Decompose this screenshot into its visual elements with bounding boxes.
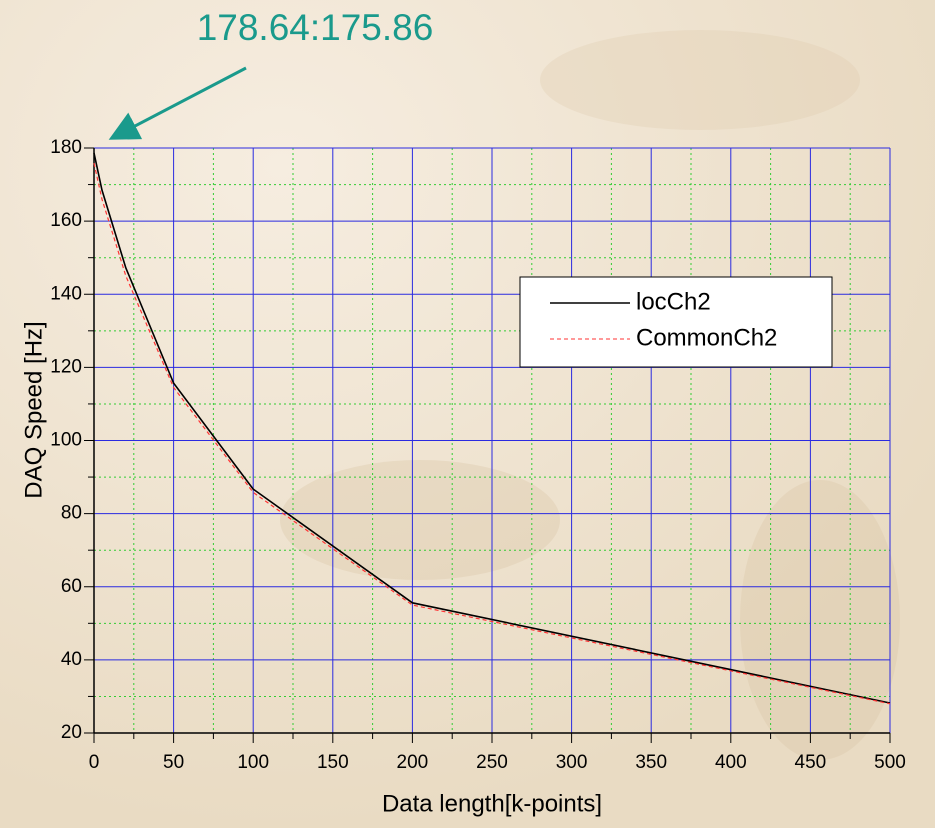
y-tick-label: 180 bbox=[50, 137, 82, 158]
y-tick-label: 40 bbox=[61, 649, 82, 670]
texture bbox=[280, 460, 560, 580]
chart: 178.64:175.86 0 50 100 150 200 250 300 350 400 45… bbox=[0, 0, 935, 828]
x-tick-label: 50 bbox=[163, 752, 184, 773]
y-tick-label: 60 bbox=[61, 576, 82, 597]
x-tick-label: 250 bbox=[476, 752, 508, 773]
x-tick-label: 150 bbox=[317, 752, 349, 773]
y-tick-label: 100 bbox=[50, 430, 82, 451]
x-tick-label: 100 bbox=[237, 752, 269, 773]
y-tick-label: 140 bbox=[50, 283, 82, 304]
legend-label: CommonCh2 bbox=[636, 324, 777, 351]
x-axis-label: Data length[k-points] bbox=[382, 790, 602, 817]
texture bbox=[740, 480, 900, 760]
x-tick-label: 350 bbox=[635, 752, 667, 773]
y-tick-label: 20 bbox=[61, 722, 82, 743]
y-axis-label: DAQ Speed [Hz] bbox=[20, 321, 47, 498]
x-tick-label: 0 bbox=[89, 752, 100, 773]
y-tick-label: 120 bbox=[50, 356, 82, 377]
x-tick-label: 400 bbox=[715, 752, 747, 773]
legend-label: locCh2 bbox=[636, 288, 711, 315]
legend: locCh2 CommonCh2 bbox=[520, 277, 832, 367]
texture bbox=[540, 30, 860, 130]
annotation: 178.64:175.86 bbox=[197, 7, 434, 48]
x-tick-label: 300 bbox=[556, 752, 588, 773]
y-tick-label: 160 bbox=[50, 210, 82, 231]
x-tick-label: 450 bbox=[795, 752, 827, 773]
x-tick-label: 200 bbox=[397, 752, 429, 773]
y-tick-label: 80 bbox=[61, 503, 82, 524]
x-tick-label: 500 bbox=[874, 752, 906, 773]
